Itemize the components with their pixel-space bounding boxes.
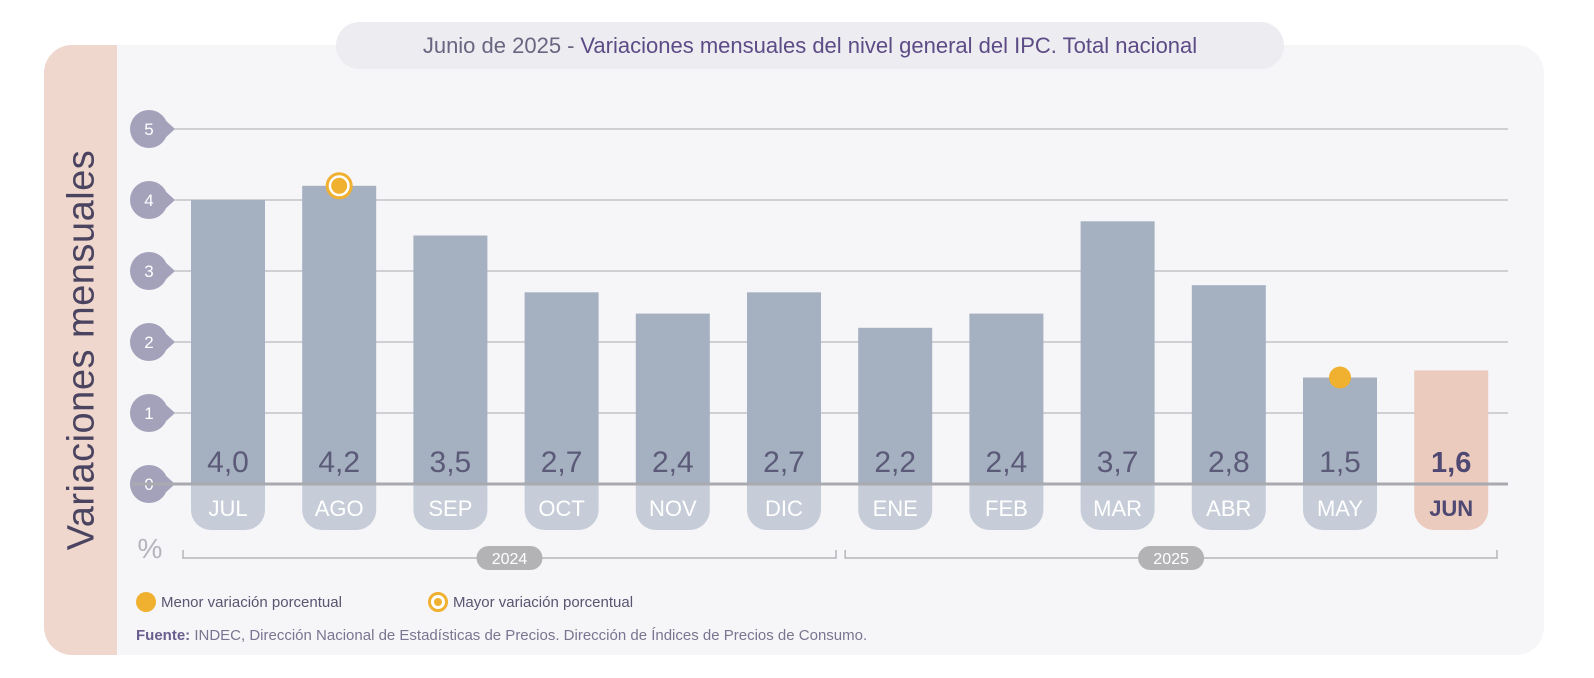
bar-value-label: 2,7: [541, 446, 583, 479]
x-tick-label: ENE: [873, 496, 918, 521]
source-label: Fuente:: [136, 627, 191, 644]
legend-min-label: Menor variación porcentual: [161, 593, 342, 611]
bar: [969, 313, 1044, 484]
bar: [635, 313, 710, 484]
bar: [302, 185, 377, 485]
month-pill: [191, 484, 265, 530]
x-tick-label: JUL: [208, 496, 247, 521]
legend-item-max: Mayor variación porcentual: [427, 592, 634, 612]
min-marker-icon: [136, 592, 156, 612]
y-tick-label: 3: [144, 262, 153, 281]
bar: [1191, 285, 1266, 484]
legend: Menor variación porcentual Mayor variaci…: [136, 592, 719, 612]
month-pill: [1303, 484, 1377, 530]
bar: [1414, 370, 1489, 484]
y-tick-pill: [129, 322, 175, 362]
month-pill: [524, 484, 599, 530]
month-pill: [858, 484, 933, 530]
x-tick-label: SEP: [428, 496, 472, 521]
side-band: [44, 45, 117, 655]
bar: [191, 200, 265, 484]
x-tick-label: ABR: [1206, 496, 1251, 521]
y-tick-label: 1: [144, 404, 153, 423]
bar: [858, 327, 933, 484]
month-pill: [747, 484, 821, 530]
year-pill: [1138, 546, 1205, 570]
x-tick-label: AGO: [315, 496, 364, 521]
year-pill: [476, 546, 543, 570]
month-pill: [969, 484, 1044, 530]
x-tick-label: NOV: [649, 496, 697, 521]
y-tick-label: 2: [144, 333, 153, 352]
y-tick-label: 4: [144, 191, 153, 210]
title-date: Junio de 2025: [422, 32, 562, 58]
month-pill: [1414, 484, 1489, 530]
year-label: 2025: [1153, 551, 1189, 568]
month-pill: [635, 484, 710, 530]
bar: [1303, 377, 1377, 484]
source-text: INDEC, Dirección Nacional de Estadística…: [194, 627, 868, 644]
bar: [1080, 221, 1155, 485]
bar-value-label: 4,0: [207, 446, 249, 479]
month-pill: [413, 484, 488, 530]
month-pill: [302, 484, 377, 530]
max-marker-icon: [427, 592, 448, 612]
y-tick-label: 5: [144, 120, 153, 139]
x-tick-label: MAR: [1093, 496, 1142, 521]
x-tick-label: DIC: [765, 496, 803, 521]
bar-value-label: 1,6: [1431, 447, 1471, 479]
title-main: Variaciones mensuales del nivel general …: [580, 32, 1198, 58]
x-tick-label: FEB: [985, 496, 1028, 521]
bar-value-label: 2,4: [986, 446, 1028, 479]
x-tick-label: MAY: [1317, 496, 1363, 521]
source-note: Fuente: INDEC, Dirección Nacional de Est…: [136, 627, 867, 644]
month-pill: [1191, 484, 1266, 530]
y-tick-pill: [129, 393, 175, 433]
y-tick-pill: [129, 180, 175, 220]
min-marker: [1329, 366, 1351, 389]
x-tick-label: OCT: [538, 496, 584, 521]
y-tick-pill: [129, 109, 175, 149]
year-label: 2024: [492, 551, 528, 568]
bar: [524, 292, 599, 484]
x-tick-label: JUN: [1429, 496, 1473, 521]
max-marker-core: [331, 177, 348, 194]
bar-value-label: 2,2: [874, 446, 916, 479]
bar-value-label: 4,2: [318, 446, 360, 479]
y-tick-pill: [129, 251, 175, 291]
bar: [747, 292, 821, 484]
bar-value-label: 1,5: [1319, 446, 1361, 479]
bar: [413, 235, 488, 484]
unit-label: %: [138, 533, 163, 564]
title-separator: -: [567, 32, 575, 58]
bar-value-label: 2,7: [763, 446, 805, 479]
bar-value-label: 2,8: [1208, 446, 1250, 479]
chart-title: Junio de 2025 - Variaciones mensuales de…: [336, 22, 1284, 69]
legend-item-min: Menor variación porcentual: [136, 592, 342, 612]
legend-max-label: Mayor variación porcentual: [452, 593, 634, 611]
month-pill: [1080, 484, 1155, 530]
bar-value-label: 3,5: [430, 446, 472, 479]
bar-value-label: 2,4: [652, 446, 694, 479]
bar-value-label: 3,7: [1097, 446, 1139, 479]
